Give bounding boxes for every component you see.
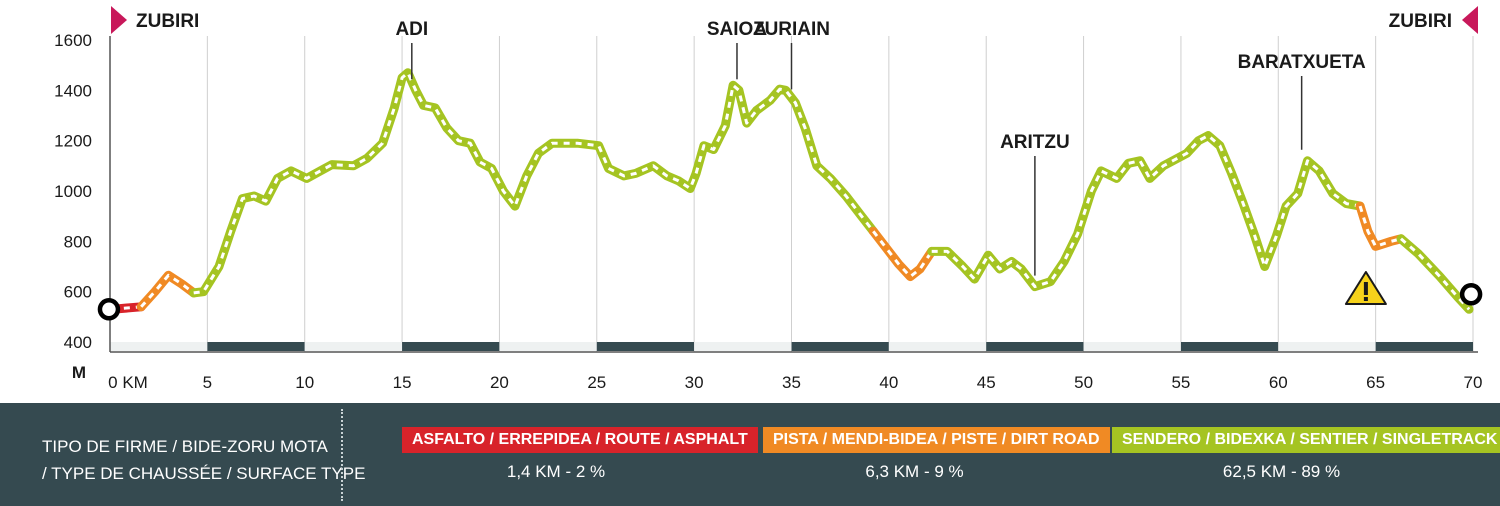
waypoint-label: ARITZU bbox=[1000, 132, 1070, 153]
x-tick-label: 70 bbox=[1464, 373, 1483, 392]
x-tick-label: 45 bbox=[977, 373, 996, 392]
x-tick-label: 25 bbox=[587, 373, 606, 392]
distance-bar-segment bbox=[304, 342, 403, 351]
profile-segment-dashes bbox=[193, 71, 875, 295]
distance-bar-segment bbox=[110, 342, 208, 351]
distance-bar-segment bbox=[1083, 342, 1181, 351]
legend-badge-singletrack: SENDERO / BIDEXKA / SENTIER / SINGLETRAC… bbox=[1112, 427, 1500, 453]
x-tick-label: 60 bbox=[1269, 373, 1288, 392]
distance-bar bbox=[110, 342, 1473, 351]
y-tick-label: 400 bbox=[64, 333, 92, 352]
surface-type-legend: TIPO DE FIRME / BIDE-ZORU MOTA / TYPE DE… bbox=[0, 403, 1500, 506]
x-tick-label: 40 bbox=[879, 373, 898, 392]
waypoint-label: SAIOA bbox=[707, 19, 767, 40]
legend-badge-asphalt: ASFALTO / ERREPIDEA / ROUTE / ASPHALT bbox=[402, 427, 758, 453]
distance-bar-segment bbox=[888, 342, 987, 351]
x-tick-label: 20 bbox=[490, 373, 509, 392]
y-tick-label: 600 bbox=[64, 283, 92, 302]
distance-bar-segment bbox=[986, 342, 1084, 351]
legend-value-asphalt: 1,4 KM - 2 % bbox=[506, 462, 606, 481]
distance-bar-segment bbox=[596, 342, 695, 351]
elevation-profile-chart: 400 600 800 1000 1200 1400 1600 0 KM 5 10 15 20 25 3… bbox=[54, 6, 1483, 392]
y-tick-label: 1400 bbox=[54, 81, 92, 100]
y-tick-label: 1000 bbox=[54, 182, 92, 201]
x-tick-label: 5 bbox=[203, 373, 212, 392]
legend-item-asphalt: ASFALTO / ERREPIDEA / ROUTE / ASPHALT 1,… bbox=[402, 427, 758, 482]
waypoint-label: ZURIAIN bbox=[753, 19, 830, 40]
warning-icon bbox=[1344, 271, 1387, 305]
profile-segment-dashes bbox=[872, 230, 933, 279]
x-tick-labels: 0 KM 5 10 15 20 25 30 35 40 45 50 55 60 65 70 bbox=[108, 373, 1482, 392]
y-tick-labels: 400 600 800 1000 1200 1400 1600 bbox=[54, 31, 92, 352]
distance-bar-segment bbox=[499, 342, 597, 351]
x-tick-label: 0 KM bbox=[108, 373, 148, 392]
x-tick-label: 50 bbox=[1074, 373, 1093, 392]
distance-bar-segment bbox=[207, 342, 305, 351]
end-marker: ZUBIRI bbox=[1389, 6, 1483, 306]
profile-segment-trail bbox=[927, 131, 1365, 292]
legend-item-singletrack: SENDERO / BIDEXKA / SENTIER / SINGLETRAC… bbox=[1112, 427, 1500, 482]
y-axis-label: M bbox=[72, 363, 86, 382]
x-tick-label: 65 bbox=[1366, 373, 1385, 392]
x-tick-label: 10 bbox=[295, 373, 314, 392]
start-label: ZUBIRI bbox=[136, 11, 199, 32]
profile-segment-dashes bbox=[931, 134, 1361, 289]
end-label: ZUBIRI bbox=[1389, 11, 1452, 32]
y-tick-label: 1200 bbox=[54, 132, 92, 151]
end-flag-icon bbox=[1462, 6, 1478, 34]
start-flag-icon bbox=[111, 6, 127, 34]
x-tick-label: 35 bbox=[782, 373, 801, 392]
legend-item-dirt-road: PISTA / MENDI-BIDEA / PISTE / DIRT ROAD … bbox=[763, 427, 1110, 482]
y-tick-label: 800 bbox=[64, 232, 92, 251]
legend-value-dirt-road: 6,3 KM - 9 % bbox=[865, 462, 964, 481]
legend-title-line-1: TIPO DE FIRME / BIDE-ZORU MOTA bbox=[42, 437, 328, 456]
legend-badge-dirt-road: PISTA / MENDI-BIDEA / PISTE / DIRT ROAD bbox=[763, 427, 1110, 453]
elevation-profile bbox=[107, 68, 1474, 314]
profile-segment-dashes bbox=[1358, 205, 1402, 248]
x-tick-label: 30 bbox=[685, 373, 704, 392]
finish-point-icon bbox=[1459, 283, 1483, 306]
legend-title-line-2: / TYPE DE CHAUSSÉE / SURFACE TYPE bbox=[42, 464, 366, 483]
y-tick-label: 1600 bbox=[54, 31, 92, 50]
start-point-icon bbox=[97, 298, 121, 321]
profile-segment-dashes bbox=[140, 273, 195, 308]
legend-value-singletrack: 62,5 KM - 89 % bbox=[1222, 462, 1341, 481]
distance-bar-segment bbox=[791, 342, 889, 351]
legend-divider bbox=[341, 409, 343, 501]
distance-bar-segment bbox=[402, 342, 500, 351]
waypoint-label: ADI bbox=[395, 19, 428, 40]
waypoint-label: BARATXUETA bbox=[1238, 52, 1366, 73]
distance-bar-segment bbox=[694, 342, 792, 351]
profile-segment-trail bbox=[189, 68, 878, 298]
axes bbox=[109, 36, 1478, 353]
legend-title: TIPO DE FIRME / BIDE-ZORU MOTA / TYPE DE… bbox=[42, 433, 365, 487]
profile-segment-dirt bbox=[136, 270, 199, 312]
start-marker: ZUBIRI bbox=[97, 6, 199, 321]
distance-bar-segment bbox=[1180, 342, 1279, 351]
distance-bar-segment bbox=[1278, 342, 1376, 351]
x-tick-label: 55 bbox=[1171, 373, 1190, 392]
distance-bar-segment bbox=[1375, 342, 1473, 351]
profile-segment-dashes bbox=[1400, 237, 1471, 311]
x-tick-label: 15 bbox=[393, 373, 412, 392]
